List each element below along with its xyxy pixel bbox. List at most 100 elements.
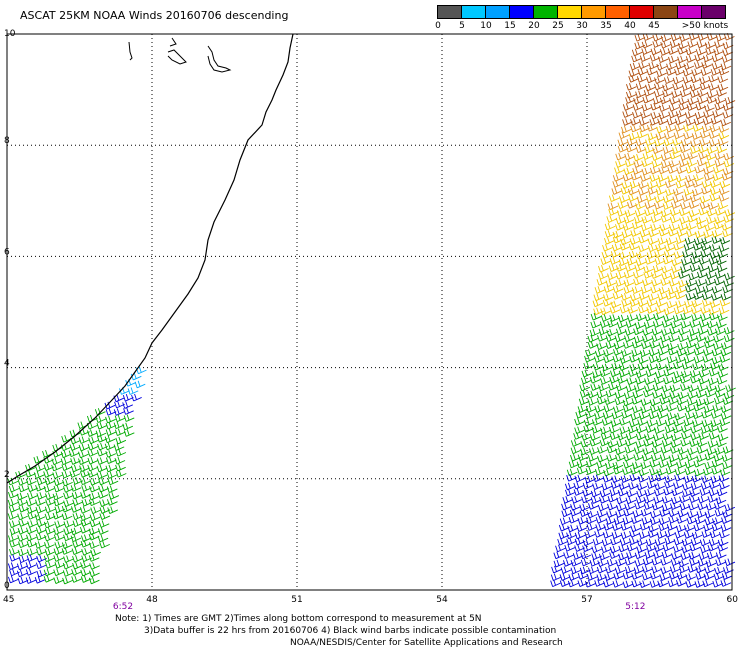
wind-barb bbox=[606, 558, 618, 567]
wind-barb bbox=[722, 510, 733, 518]
wind-barb bbox=[582, 481, 594, 490]
wind-barb bbox=[99, 540, 110, 549]
wind-barb bbox=[122, 393, 134, 402]
wind-barb bbox=[717, 433, 729, 442]
wind-barb bbox=[114, 456, 126, 465]
wind-barb bbox=[668, 454, 680, 463]
wind-barb bbox=[687, 97, 699, 106]
wind-barb bbox=[691, 299, 703, 308]
wind-barb bbox=[622, 110, 634, 118]
wind-barb bbox=[678, 565, 690, 574]
wind-barb bbox=[722, 111, 734, 119]
wind-barb bbox=[672, 76, 684, 85]
wind-barb bbox=[696, 89, 708, 98]
wind-barb bbox=[647, 524, 659, 533]
wind-barb bbox=[649, 517, 661, 526]
wind-barb bbox=[26, 506, 38, 514]
wind-barb bbox=[599, 552, 610, 561]
wind-barb bbox=[614, 447, 626, 455]
wind-barb bbox=[566, 468, 578, 477]
wind-barb bbox=[685, 118, 696, 126]
wind-barb bbox=[624, 565, 636, 574]
wind-barb bbox=[626, 138, 638, 146]
wind-barb bbox=[696, 454, 708, 462]
wind-barb bbox=[588, 447, 600, 455]
wind-barb bbox=[618, 482, 630, 490]
wind-barb bbox=[709, 300, 721, 308]
wind-barb bbox=[716, 439, 727, 448]
wind-barb bbox=[600, 432, 612, 440]
wind-barb bbox=[668, 509, 680, 518]
wind-barb bbox=[638, 531, 650, 539]
wind-barb bbox=[633, 327, 644, 336]
wind-barb bbox=[130, 372, 142, 381]
wind-barb bbox=[669, 271, 681, 280]
wind-barb bbox=[599, 489, 611, 498]
wind-barb bbox=[605, 334, 617, 342]
wind-barb bbox=[657, 347, 669, 356]
wind-barb bbox=[104, 435, 116, 444]
wind-barb bbox=[641, 40, 653, 49]
wind-barb bbox=[712, 579, 724, 588]
wind-barb bbox=[622, 103, 634, 111]
wind-barb bbox=[676, 516, 687, 524]
wind-barb bbox=[613, 405, 624, 414]
wind-barb bbox=[714, 271, 726, 279]
wind-barb bbox=[700, 482, 712, 490]
wind-barb bbox=[688, 272, 699, 281]
wind-barb bbox=[638, 468, 650, 477]
wind-barb bbox=[699, 138, 711, 147]
wind-barb bbox=[624, 328, 636, 336]
wind-barb bbox=[680, 383, 691, 391]
wind-barb bbox=[716, 376, 728, 385]
wind-barb bbox=[610, 419, 622, 427]
wind-barb bbox=[115, 448, 127, 457]
wind-barb bbox=[633, 277, 644, 286]
wind-barb bbox=[639, 229, 651, 238]
wind-barb bbox=[693, 468, 705, 477]
wind-barb bbox=[89, 513, 101, 522]
wind-barb bbox=[633, 153, 644, 162]
wind-barb bbox=[568, 515, 580, 524]
colorbar-label: 40 bbox=[624, 21, 636, 31]
wind-barb bbox=[635, 202, 646, 210]
wind-barb bbox=[664, 475, 675, 483]
wind-barb bbox=[660, 209, 672, 218]
wind-barb bbox=[589, 376, 601, 384]
wind-barb bbox=[127, 387, 139, 395]
wind-barb bbox=[653, 496, 665, 504]
wind-barb bbox=[26, 554, 38, 562]
y-tick-label: 2 bbox=[4, 470, 10, 480]
wind-barb bbox=[672, 425, 684, 434]
wind-barb bbox=[99, 499, 110, 507]
wind-barb bbox=[603, 468, 614, 477]
wind-barb bbox=[7, 534, 19, 542]
wind-barb bbox=[618, 544, 630, 553]
wind-barb bbox=[701, 292, 713, 301]
wind-barb bbox=[692, 362, 704, 371]
wind-barb bbox=[675, 180, 687, 189]
wind-barb bbox=[16, 562, 28, 571]
wind-barb bbox=[714, 447, 726, 456]
wind-barb bbox=[625, 496, 637, 505]
wind-barb bbox=[713, 502, 725, 510]
wind-barb bbox=[638, 305, 649, 314]
wind-barb bbox=[687, 391, 698, 399]
wind-barb bbox=[687, 510, 698, 519]
wind-barb bbox=[79, 464, 90, 472]
wind-barb bbox=[603, 293, 614, 301]
wind-barb bbox=[715, 33, 727, 42]
wind-barb bbox=[615, 271, 627, 280]
wind-barb bbox=[681, 362, 693, 370]
wind-barb bbox=[579, 509, 591, 517]
wind-barb bbox=[622, 517, 634, 525]
wind-barb bbox=[718, 530, 730, 539]
wind-barb bbox=[44, 548, 56, 556]
wind-barb bbox=[676, 579, 687, 587]
note-line-1: Note: 1) Times are GMT 2)Times along bot… bbox=[115, 614, 482, 624]
wind-barb bbox=[8, 484, 20, 493]
wind-barb bbox=[644, 551, 656, 559]
wind-barb bbox=[668, 103, 680, 112]
wind-barb bbox=[722, 48, 733, 57]
wind-barb bbox=[697, 96, 708, 105]
